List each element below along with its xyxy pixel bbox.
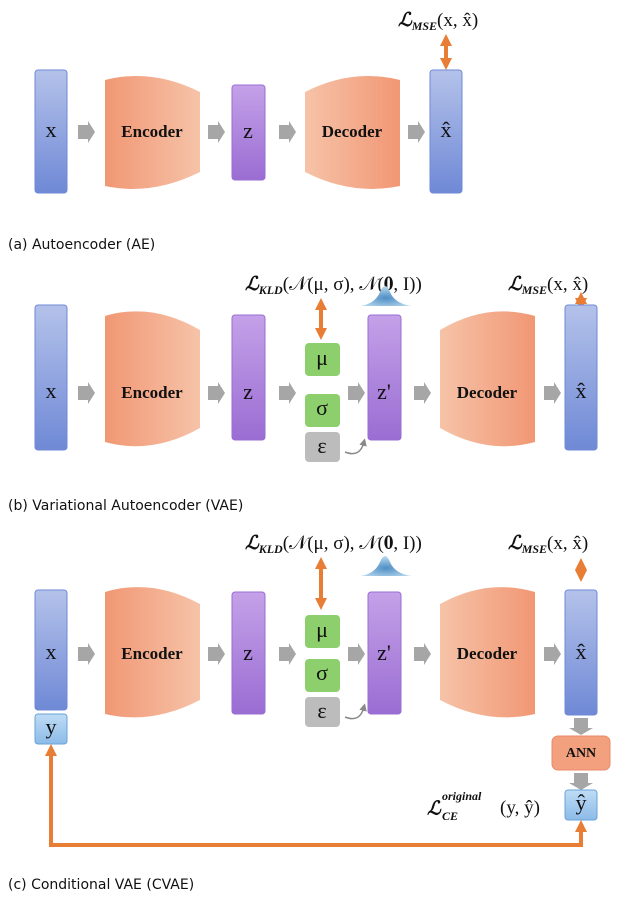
ce-loss-subscript: CE (442, 809, 458, 823)
input-label: x (46, 378, 57, 403)
input-label: x (46, 117, 57, 142)
decoder-label: Decoder (457, 644, 518, 663)
input-label: x (46, 639, 57, 664)
mse-loss: ℒMSE(x, x̂) (508, 274, 588, 296)
sampled-box (367, 591, 402, 715)
mse-loss: ℒMSE(x, x̂) (398, 10, 478, 32)
epsilon-box (305, 432, 340, 462)
epsilon-box (305, 697, 340, 727)
panel-c: ℒKLD(𝒩(μ, σ), 𝒩(𝟎, I)) ℒMSE(x, x̂) x y E… (8, 533, 611, 893)
latent-label: z (243, 379, 253, 404)
sigma-box (305, 659, 340, 692)
output-label: x̂ (441, 117, 452, 142)
ce-loss-superscript: original (442, 789, 482, 803)
flow-arrow (78, 121, 95, 143)
prediction-label: ŷ (576, 790, 587, 815)
flow-arrow (78, 382, 95, 404)
sampled-box (367, 314, 402, 441)
ce-loss-args: (y, ŷ) (500, 797, 540, 818)
flow-arrow (544, 382, 561, 404)
panel-a: ℒMSE(x, x̂) x Encoder z Decoder x̂ (a) A… (8, 10, 478, 253)
encoder-label: Encoder (121, 644, 183, 663)
flow-arrow (569, 773, 593, 790)
flow-arrow (279, 643, 296, 665)
output-box (564, 304, 598, 451)
mu-box (305, 615, 340, 648)
condition-label: y (46, 714, 57, 739)
gaussian (360, 556, 412, 576)
latent-box (231, 591, 266, 715)
encoder-block (105, 76, 200, 189)
flow-arrow (78, 643, 95, 665)
gaussian (360, 286, 412, 306)
sample-arrow (344, 438, 367, 455)
kld-loss: ℒKLD(𝒩(μ, σ), 𝒩(𝟎, I)) (245, 533, 422, 555)
encoder-block (105, 587, 200, 718)
sigma-box (305, 394, 340, 427)
sampled-label: z' (377, 379, 391, 404)
epsilon-label: ε (317, 698, 326, 723)
mu-label: μ (316, 345, 328, 370)
panel-c-body: ℒKLD(𝒩(μ, σ), 𝒩(𝟎, I)) ℒMSE(x, x̂) x y E… (34, 533, 611, 847)
input-box (34, 304, 68, 451)
sigma-label: σ (316, 660, 328, 685)
flow-arrow (414, 643, 431, 665)
mu-label: μ (316, 617, 328, 642)
caption: (a) Autoencoder (AE) (8, 237, 155, 253)
output-box (429, 69, 463, 194)
input-box (34, 589, 68, 711)
flow-arrow (569, 718, 593, 735)
epsilon-label: ε (317, 433, 326, 458)
caption: (c) Conditional VAE (CVAE) (8, 877, 194, 893)
flow-arrow (208, 121, 225, 143)
latent-label: z (243, 118, 253, 143)
panel-b: ℒKLD(𝒩(μ, σ), 𝒩(𝟎, I)) ℒMSE(x, x̂) x Enc… (8, 274, 598, 514)
output-label: x̂ (576, 378, 587, 403)
latent-box (231, 84, 266, 181)
decoder-block (305, 76, 400, 189)
sample-arrow (344, 703, 367, 720)
flow-arrow (208, 643, 225, 665)
caption: (b) Variational Autoencoder (VAE) (8, 498, 243, 514)
classifier-label: ANN (566, 746, 596, 761)
encoder-label: Encoder (121, 122, 183, 141)
output-box (564, 589, 598, 716)
sampled-label: z' (377, 640, 391, 665)
decoder-label: Decoder (457, 383, 518, 402)
flow-arrow (279, 382, 296, 404)
latent-box (231, 314, 266, 441)
kld-loss: ℒKLD(𝒩(μ, σ), 𝒩(𝟎, I)) (245, 274, 422, 296)
encoder-block (105, 311, 200, 447)
flow-arrow (348, 382, 365, 404)
ce-loss-symbol: ℒ (427, 798, 442, 819)
mse-loss: ℒMSE(x, x̂) (508, 533, 588, 555)
decoder-label: Decoder (322, 122, 383, 141)
flow-arrow (348, 643, 365, 665)
output-label: x̂ (576, 639, 587, 664)
label-feedback-arrow (45, 744, 587, 847)
decoder-block (440, 587, 535, 718)
encoder-label: Encoder (121, 383, 183, 402)
decoder-block (440, 311, 535, 447)
input-box (34, 69, 68, 194)
sigma-label: σ (316, 395, 328, 420)
flow-arrow (544, 643, 561, 665)
flow-arrow (408, 121, 425, 143)
flow-arrow (208, 382, 225, 404)
flow-arrow (414, 382, 431, 404)
mu-box (305, 343, 340, 376)
flow-arrow (279, 121, 296, 143)
latent-label: z (243, 640, 253, 665)
